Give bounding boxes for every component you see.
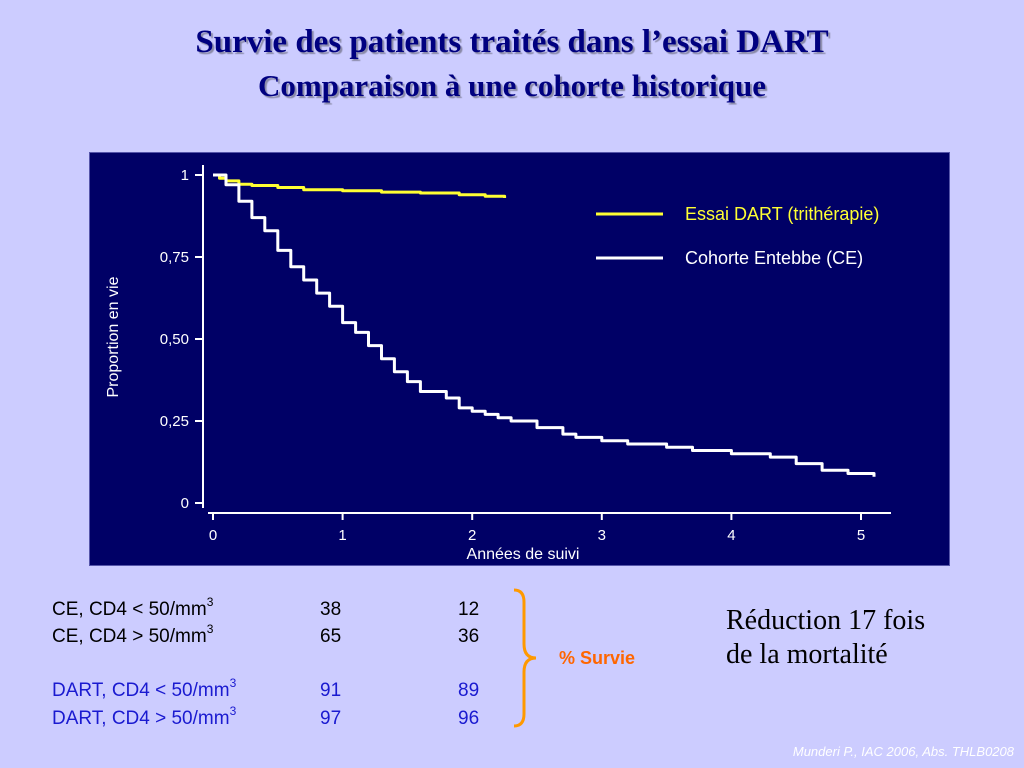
y-tick-label: 0 <box>181 495 189 512</box>
survie-label: % Survie <box>559 648 636 668</box>
dart-survival-line <box>213 173 507 198</box>
curly-brace-icon <box>513 588 537 728</box>
slide-title: Survie des patients traités dans l’essai… <box>195 24 829 60</box>
slide-subtitle: Comparaison à une cohorte historique <box>257 68 767 103</box>
legend-label: Cohorte Entebbe (CE) <box>685 248 863 268</box>
row-value-2: 89 <box>458 680 480 701</box>
x-tick-label: 4 <box>727 527 735 544</box>
row-label: CE, CD4 > 50/mm3 <box>52 621 214 647</box>
ce-survival-line <box>213 173 876 477</box>
survival-chart-panel: 0 0,25 0,50 0,75 1 0 1 2 3 4 5 Années de suivi Propo… <box>89 152 950 566</box>
y-tick-label: 0,25 <box>160 413 189 430</box>
x-tick-label: 5 <box>857 527 865 544</box>
row-value-2: 12 <box>458 599 480 620</box>
row-label: DART, CD4 < 50/mm3 <box>52 675 237 701</box>
y-tick-label: 0,50 <box>160 331 189 348</box>
row-label: DART, CD4 > 50/mm3 <box>52 703 237 729</box>
row-value-1: 97 <box>320 708 342 729</box>
row-value-1: 91 <box>320 680 342 701</box>
x-tick-label: 1 <box>338 527 346 544</box>
row-value-2: 96 <box>458 708 480 729</box>
reduction-line-1: Réduction 17 fois <box>726 605 926 636</box>
reduction-line-2: de la mortalité <box>726 639 888 670</box>
citation: Munderi P., IAC 2006, Abs. THLB0208 <box>792 744 1014 759</box>
x-tick-label: 3 <box>598 527 606 544</box>
y-tick-label: 1 <box>181 167 189 184</box>
y-tick-label: 0,75 <box>160 249 189 266</box>
x-tick-label: 0 <box>209 527 217 544</box>
row-value-2: 36 <box>458 626 480 647</box>
legend-label: Essai DART (trithérapie) <box>685 204 879 224</box>
survival-chart: 0 0,25 0,50 0,75 1 0 1 2 3 4 5 Années de suivi Propo… <box>105 165 891 563</box>
row-value-1: 65 <box>320 626 342 647</box>
reduction-text: Réduction 17 fois de la mortalité <box>726 604 1016 672</box>
y-axis-label: Proportion en vie <box>105 276 122 397</box>
x-tick-label: 2 <box>468 527 476 544</box>
x-axis-label: Années de suivi <box>467 546 580 563</box>
row-value-1: 38 <box>320 599 342 620</box>
row-label: CE, CD4 < 50/mm3 <box>52 594 214 620</box>
